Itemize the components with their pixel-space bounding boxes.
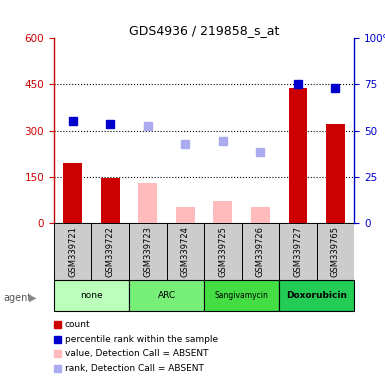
Text: rank, Detection Call = ABSENT: rank, Detection Call = ABSENT	[65, 364, 204, 373]
Bar	[129, 280, 204, 311]
Bar	[326, 124, 345, 223]
Text: GSM339721: GSM339721	[68, 226, 77, 277]
Text: GSM339723: GSM339723	[143, 226, 152, 277]
Bar	[279, 223, 316, 280]
Text: GSM339727: GSM339727	[293, 226, 302, 277]
Text: ARC: ARC	[157, 291, 176, 300]
Text: GSM339725: GSM339725	[218, 226, 227, 277]
Bar	[204, 223, 241, 280]
Text: GSM339724: GSM339724	[181, 226, 190, 277]
Text: count: count	[65, 320, 90, 329]
Text: agent: agent	[4, 293, 32, 303]
Bar	[176, 207, 195, 223]
Bar	[242, 223, 279, 280]
Text: GSM339726: GSM339726	[256, 226, 265, 277]
Bar	[54, 280, 129, 311]
Bar	[101, 178, 120, 223]
Text: percentile rank within the sample: percentile rank within the sample	[65, 334, 218, 344]
Bar	[316, 223, 354, 280]
Bar	[204, 280, 279, 311]
Text: Doxorubicin: Doxorubicin	[286, 291, 347, 300]
Bar	[166, 223, 204, 280]
Text: none: none	[80, 291, 103, 300]
Bar	[129, 223, 166, 280]
Text: GSM339765: GSM339765	[331, 226, 340, 277]
Text: GSM339722: GSM339722	[106, 226, 115, 277]
Bar	[54, 223, 92, 280]
Bar	[63, 163, 82, 223]
Bar	[213, 201, 232, 223]
Bar	[92, 223, 129, 280]
Bar	[279, 280, 354, 311]
Title: GDS4936 / 219858_s_at: GDS4936 / 219858_s_at	[129, 24, 279, 37]
Text: ▶: ▶	[29, 293, 36, 303]
Bar	[288, 88, 307, 223]
Bar	[138, 183, 157, 223]
Text: Sangivamycin: Sangivamycin	[215, 291, 268, 300]
Bar	[251, 207, 270, 223]
Text: value, Detection Call = ABSENT: value, Detection Call = ABSENT	[65, 349, 208, 358]
